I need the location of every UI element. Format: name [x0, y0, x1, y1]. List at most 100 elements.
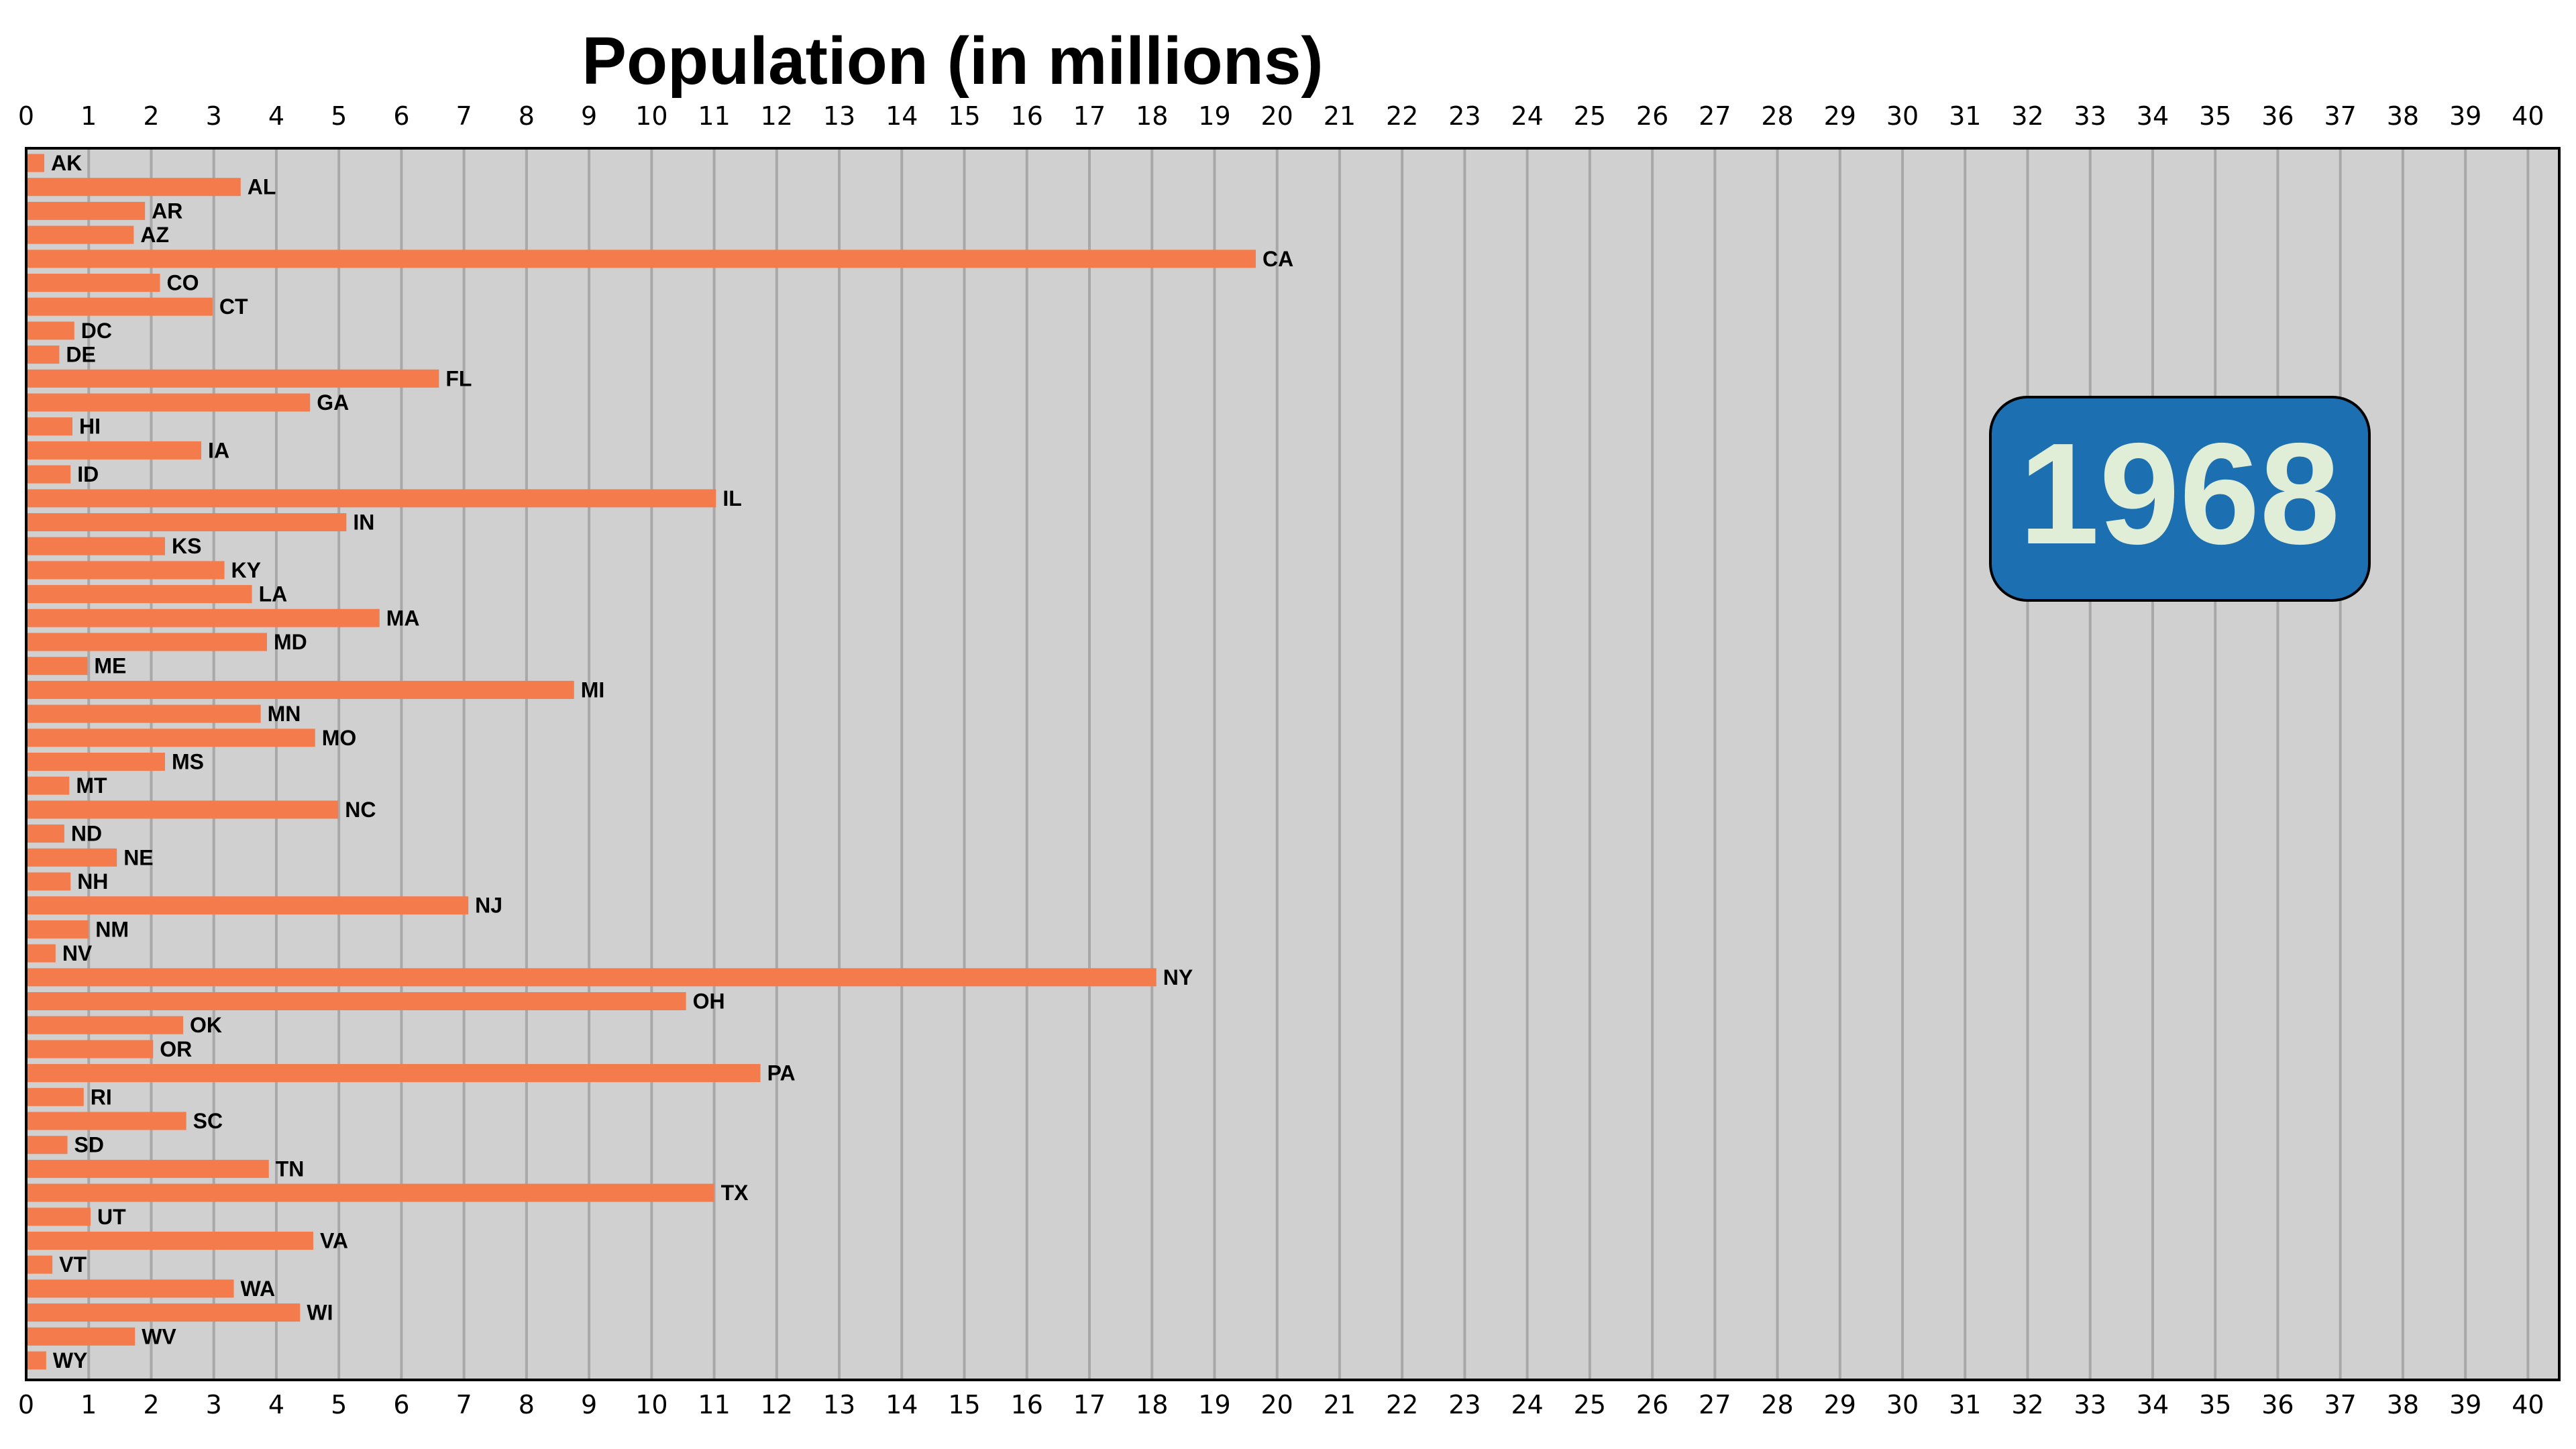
bar-ms [26, 753, 165, 771]
bar-nd [26, 824, 64, 843]
x-tick-label-bottom: 10 [635, 1390, 667, 1419]
bar-hi [26, 417, 72, 436]
x-tick-label-top: 16 [1011, 101, 1043, 131]
x-tick-label-top: 29 [1824, 101, 1856, 131]
x-tick-label-top: 8 [519, 101, 535, 131]
bar-label-id: ID [77, 462, 99, 486]
bar-il [26, 489, 716, 508]
bar-label-wi: WI [307, 1301, 333, 1325]
bar-label-ky: KY [231, 558, 261, 582]
bar-ar [26, 201, 146, 220]
x-tick-label-top: 27 [1699, 101, 1731, 131]
x-tick-label-top: 11 [698, 101, 730, 131]
x-tick-label-bottom: 18 [1136, 1390, 1168, 1419]
x-tick-label-bottom: 34 [2137, 1390, 2169, 1419]
x-tick-label-top: 40 [2512, 101, 2544, 131]
x-tick-label-top: 13 [823, 101, 855, 131]
bar-label-de: DE [66, 343, 95, 367]
x-tick-label-top: 1 [80, 101, 97, 131]
bar-or [26, 1040, 154, 1059]
x-tick-label-bottom: 19 [1198, 1390, 1230, 1419]
bar-label-nm: NM [95, 917, 129, 941]
bar-label-ut: UT [97, 1205, 126, 1229]
x-tick-label-top: 37 [2324, 101, 2356, 131]
bar-ak [26, 154, 45, 172]
x-tick-label-top: 35 [2199, 101, 2231, 131]
x-tick-label-bottom: 28 [1761, 1390, 1793, 1419]
x-tick-label-bottom: 36 [2261, 1390, 2294, 1419]
bar-sd [26, 1136, 68, 1155]
x-tick-label-bottom: 5 [331, 1390, 347, 1419]
x-tick-label-bottom: 3 [206, 1390, 222, 1419]
bar-pa [26, 1064, 761, 1083]
x-tick-label-bottom: 12 [761, 1390, 793, 1419]
bar-label-ga: GA [317, 390, 349, 415]
bar-label-sc: SC [193, 1109, 223, 1133]
x-tick-label-top: 25 [1574, 101, 1606, 131]
x-tick-label-top: 32 [2011, 101, 2043, 131]
x-tick-label-top: 18 [1136, 101, 1168, 131]
bar-ia [26, 441, 202, 460]
plot-frame [25, 147, 2561, 1381]
x-tick-label-top: 9 [581, 101, 597, 131]
x-tick-label-bottom: 27 [1699, 1390, 1731, 1419]
bar-label-ne: NE [123, 845, 153, 869]
bar-label-ms: MS [172, 750, 204, 774]
bar-label-vt: VT [59, 1252, 87, 1277]
x-tick-label-bottom: 25 [1574, 1390, 1606, 1419]
bar-label-wy: WY [53, 1348, 88, 1373]
bar-ga [26, 393, 311, 412]
bar-label-nv: NV [62, 941, 93, 965]
bar-label-mn: MN [268, 702, 301, 726]
bar-ne [26, 848, 117, 867]
bar-label-ks: KS [172, 534, 201, 558]
x-tick-label-bottom: 21 [1324, 1390, 1356, 1419]
year-box: 1968 [1989, 396, 2371, 602]
x-tick-label-bottom: 31 [1949, 1390, 1981, 1419]
bar-label-sd: SD [74, 1133, 104, 1157]
x-tick-label-bottom: 8 [519, 1390, 535, 1419]
x-tick-label-top: 39 [2449, 101, 2481, 131]
x-tick-label-top: 0 [18, 101, 34, 131]
bar-co [26, 274, 160, 292]
x-tick-label-top: 3 [206, 101, 222, 131]
bar-label-nc: NC [345, 798, 376, 822]
x-tick-label-top: 7 [456, 101, 472, 131]
bar-label-tn: TN [276, 1157, 305, 1181]
bar-label-va: VA [320, 1229, 348, 1253]
x-tick-label-bottom: 30 [1886, 1390, 1919, 1419]
bar-label-pa: PA [767, 1061, 796, 1085]
bar-label-ri: RI [91, 1085, 112, 1109]
bar-wv [26, 1327, 136, 1346]
x-tick-label-top: 38 [2387, 101, 2419, 131]
bar-la [26, 585, 252, 604]
bar-label-hi: HI [79, 415, 101, 439]
bar-tx [26, 1183, 714, 1202]
x-tick-label-top: 4 [268, 101, 284, 131]
bar-nm [26, 920, 89, 938]
bar-in [26, 513, 347, 531]
x-tick-label-top: 12 [761, 101, 793, 131]
x-tick-label-top: 34 [2137, 101, 2169, 131]
bar-nh [26, 872, 71, 891]
bar-fl [26, 369, 439, 388]
bar-label-la: LA [259, 582, 288, 606]
bar-label-md: MD [274, 630, 307, 654]
bar-label-dc: DC [81, 319, 112, 343]
x-tick-label-top: 24 [1511, 101, 1543, 131]
bar-label-ny: NY [1163, 965, 1193, 989]
x-tick-label-top: 33 [2074, 101, 2106, 131]
x-tick-label-bottom: 29 [1824, 1390, 1856, 1419]
bar-oh [26, 992, 686, 1010]
bar-label-ak: AK [51, 151, 82, 175]
x-tick-label-bottom: 0 [18, 1390, 34, 1419]
bar-de [26, 345, 60, 364]
x-tick-label-bottom: 11 [698, 1390, 730, 1419]
bar-label-ar: AR [152, 199, 182, 223]
x-tick-label-bottom: 2 [143, 1390, 159, 1419]
year-label: 1968 [2019, 413, 2340, 574]
bar-wi [26, 1303, 301, 1322]
x-tick-label-bottom: 9 [581, 1390, 597, 1419]
bar-label-mo: MO [322, 726, 357, 750]
bar-tn [26, 1159, 269, 1178]
